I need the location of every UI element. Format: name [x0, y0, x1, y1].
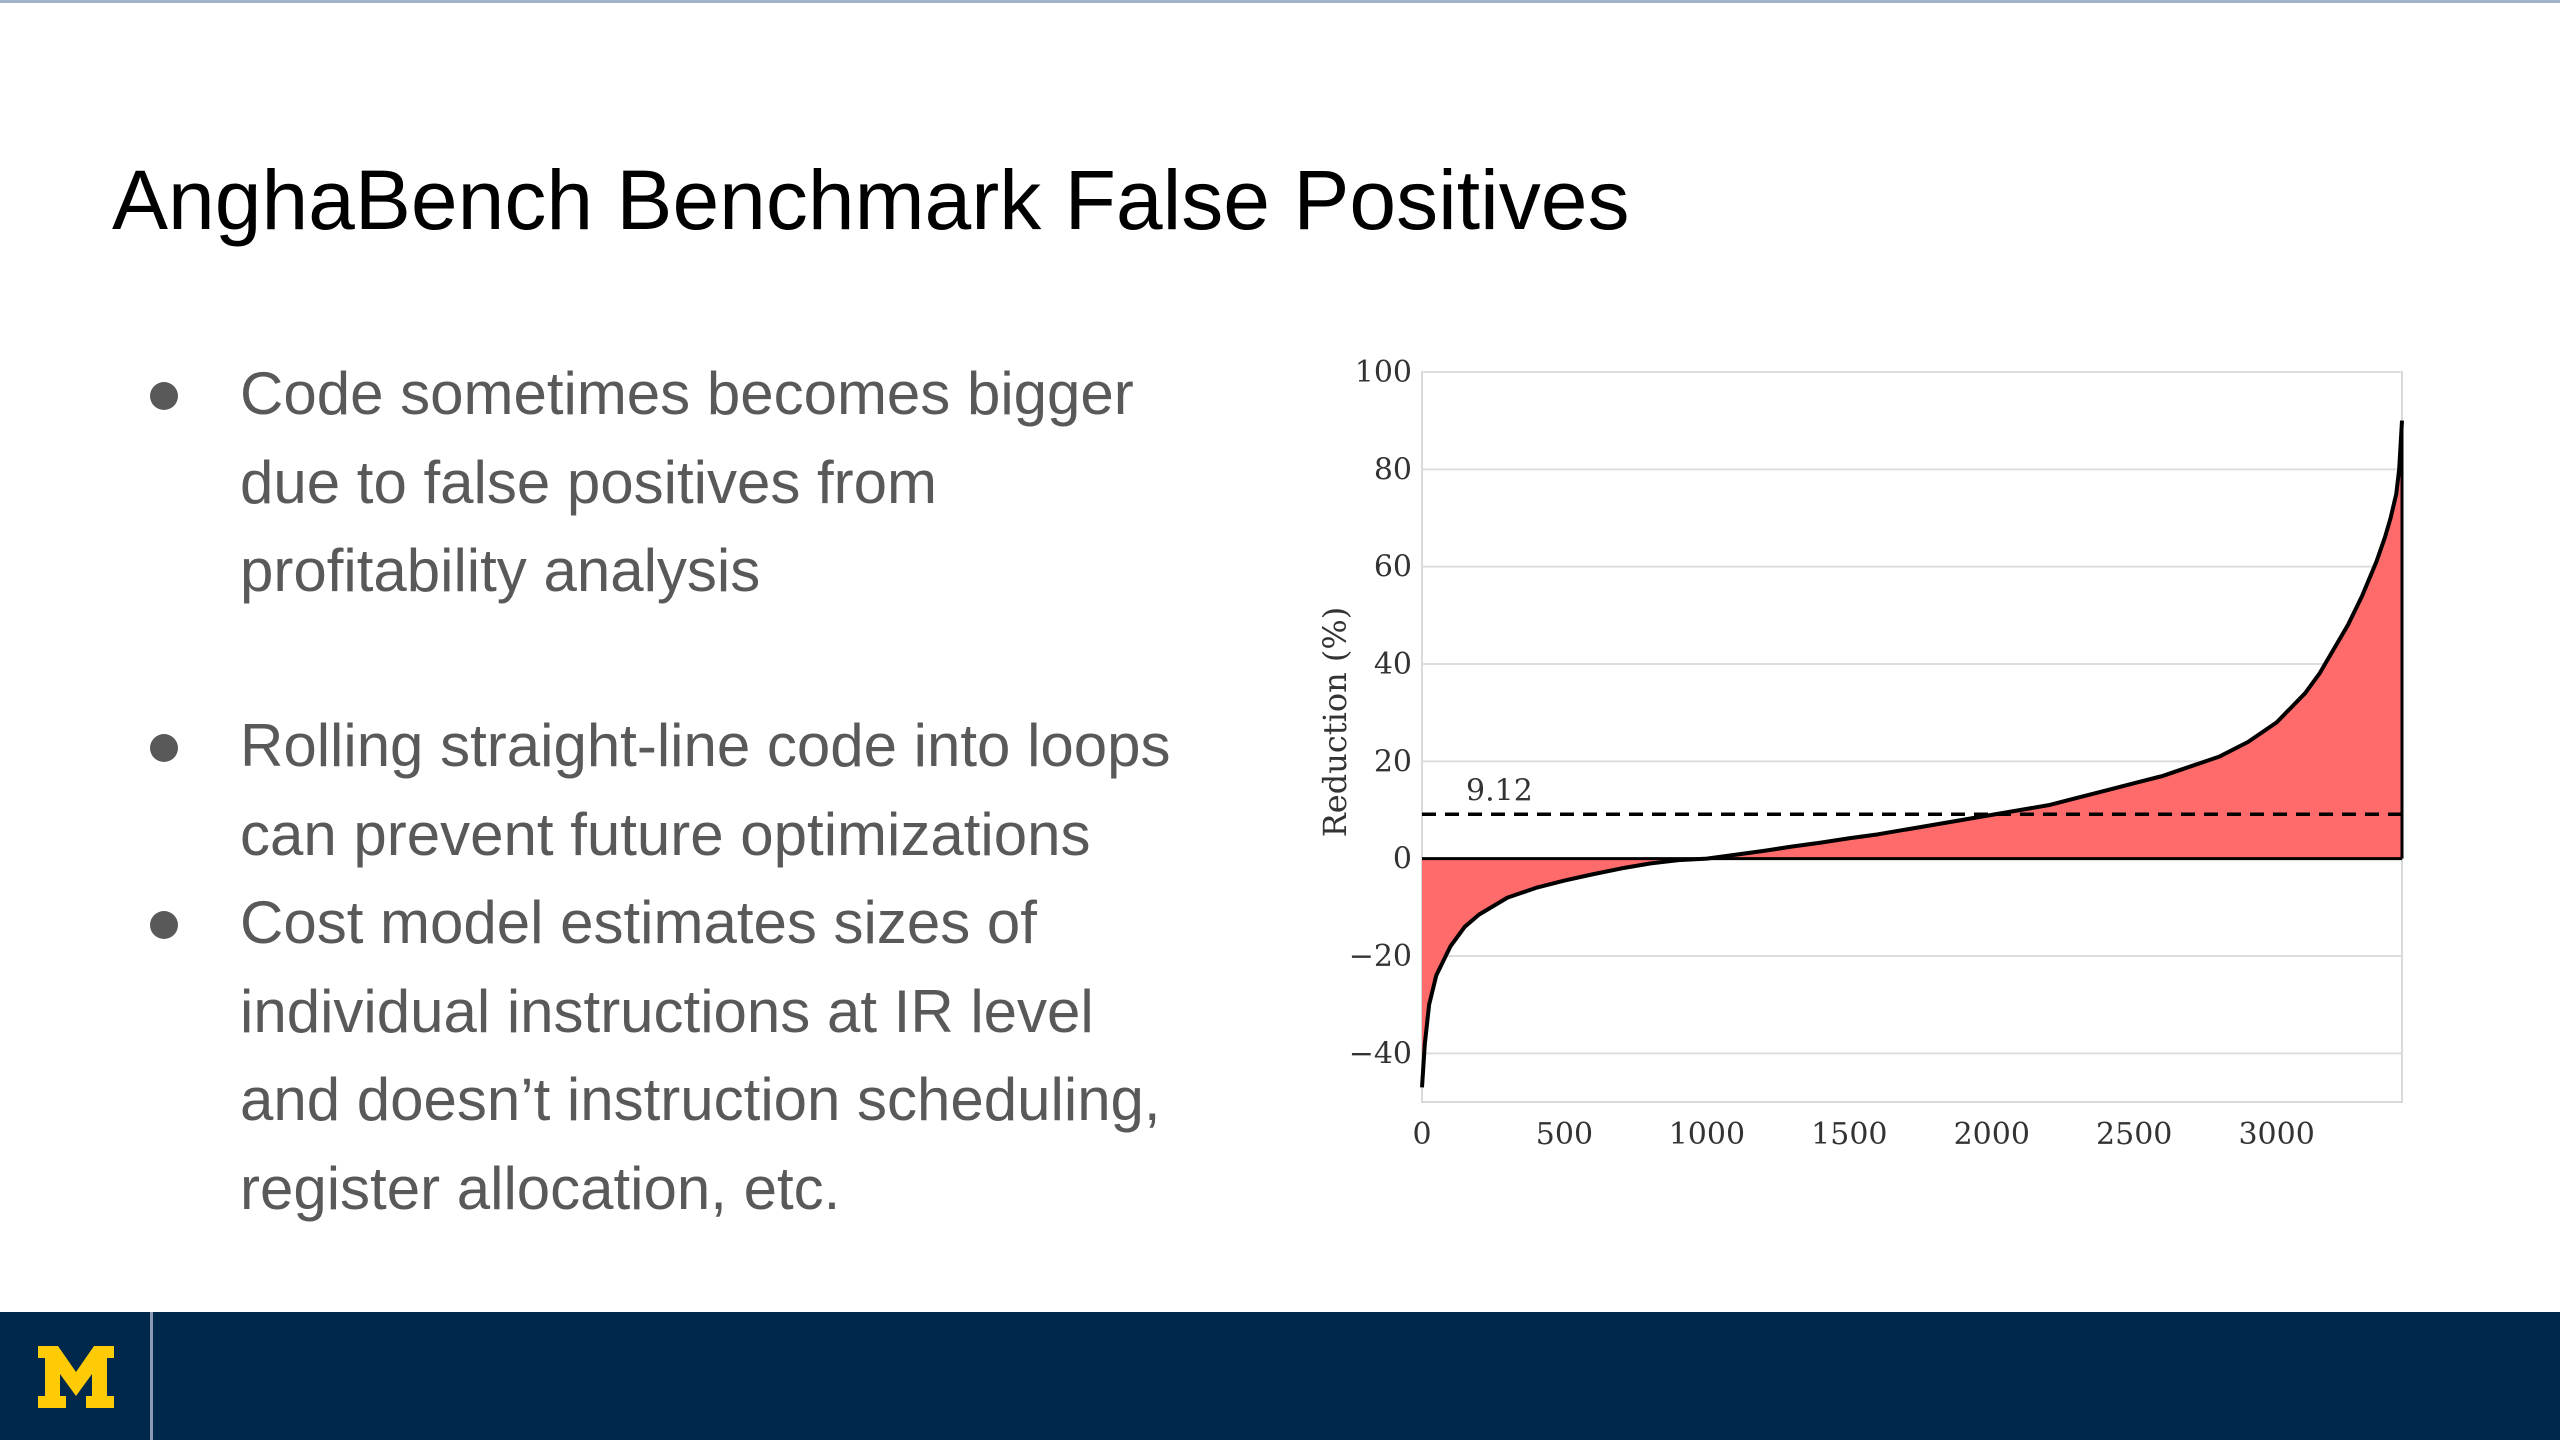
bullet-text: Rolling straight-line code into loops ca… [240, 702, 1280, 879]
y-tick-label: 20 [1374, 744, 1412, 779]
reduction-series-line [1420, 420, 2404, 1088]
y-tick-label: 40 [1374, 647, 1412, 682]
footer-bar [0, 1312, 2560, 1440]
x-tick-label: 0 [1412, 1117, 1431, 1152]
bullet-dot-icon [150, 734, 178, 762]
y-tick-label: −20 [1349, 939, 1412, 974]
bullet-line: due to false positives from [240, 448, 938, 516]
logo-m-shape [38, 1346, 114, 1408]
y-tick-label: −40 [1349, 1036, 1412, 1071]
x-tick-label: 1500 [1811, 1117, 1887, 1152]
bullet-line: Cost model estimates sizes of [240, 889, 1037, 956]
x-tick-label: 500 [1536, 1117, 1593, 1152]
bullet-line: and doesn’t instruction scheduling, [240, 1066, 1161, 1133]
x-tick-label: 2000 [1954, 1117, 2030, 1152]
slide-title: AnghaBench Benchmark False Positives [112, 153, 1630, 247]
bullet-dot-icon [150, 382, 178, 410]
bullet-line: can prevent future optimizations [240, 800, 1091, 868]
bullet-list: Code sometimes becomes bigger due to fal… [0, 0, 1300, 1300]
bullet-line: register allocation, etc. [240, 1154, 841, 1222]
bullet-line: Rolling straight-line code into loops [240, 712, 1171, 779]
y-tick-label: 0 [1393, 842, 1412, 877]
top-rule [0, 0, 2560, 3]
bullet-dot-icon [150, 911, 178, 939]
y-tick-label: 60 [1374, 550, 1412, 585]
university-logo-icon [38, 1346, 114, 1408]
x-tick-label: 2500 [2096, 1117, 2172, 1152]
bullet-text: Code sometimes becomes bigger due to fal… [240, 350, 1280, 616]
bullet-line: individual instructions at IR level [240, 977, 1094, 1045]
x-tick-label: 3000 [2238, 1117, 2314, 1152]
plot-area [1421, 371, 2403, 1103]
footer-divider [150, 1312, 153, 1440]
bullet-line: Code sometimes becomes bigger [240, 360, 1134, 427]
x-tick-label: 1000 [1669, 1117, 1745, 1152]
y-axis-label: Reduction (%) [1316, 607, 1354, 838]
bullet-text: Cost model estimates sizes of individual… [240, 879, 1280, 1233]
y-tick-label: 80 [1374, 452, 1412, 487]
y-tick-label: 100 [1355, 355, 1412, 390]
reduction-chart: 9.12 −40 −20 0 20 40 60 80 100 0 500 1000 1500 2000 25… [1300, 340, 2440, 1180]
mean-reference-label: 9.12 [1466, 773, 1533, 808]
bullet-line: profitability analysis [240, 537, 761, 604]
